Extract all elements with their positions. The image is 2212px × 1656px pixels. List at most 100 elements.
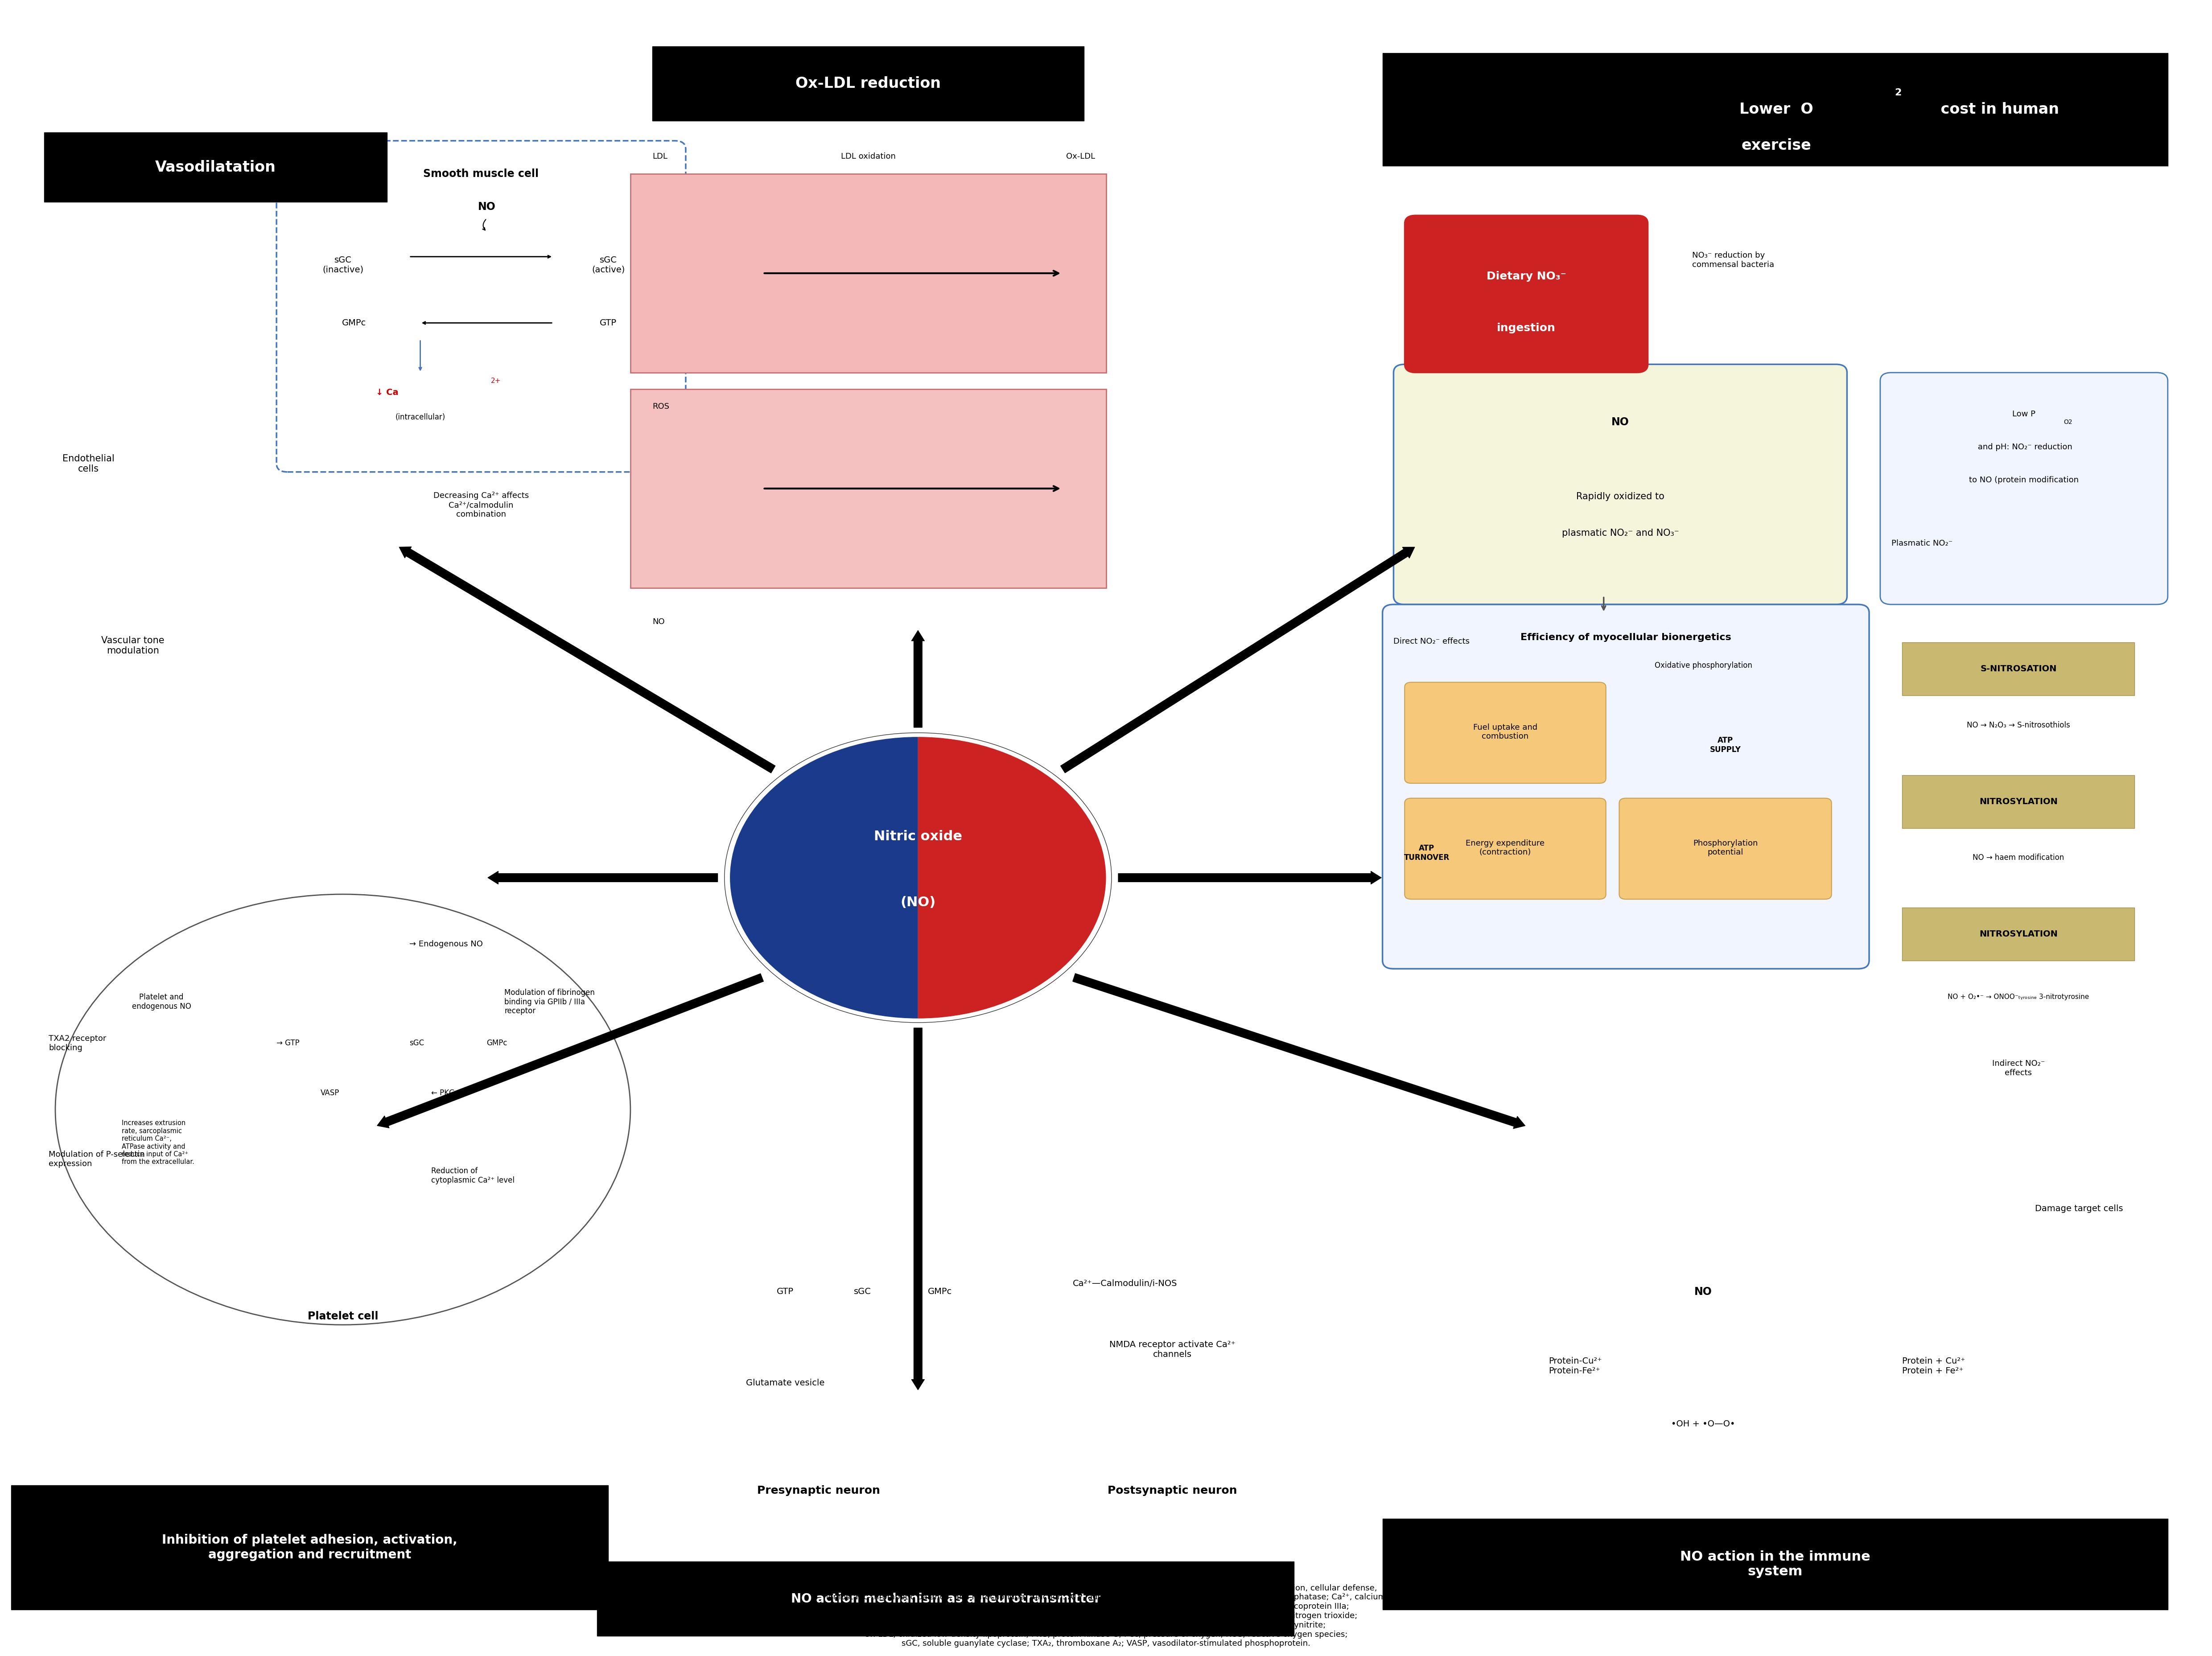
- Text: cost in human: cost in human: [1936, 103, 2059, 116]
- Text: ingestion: ingestion: [1498, 323, 1555, 333]
- FancyBboxPatch shape: [1405, 798, 1606, 899]
- Text: Dietary NO₃⁻: Dietary NO₃⁻: [1486, 272, 1566, 282]
- Wedge shape: [730, 737, 918, 1018]
- Text: TXA2 receptor
blocking: TXA2 receptor blocking: [49, 1035, 106, 1052]
- Text: ↓ Ca: ↓ Ca: [376, 388, 398, 397]
- FancyBboxPatch shape: [597, 1562, 1294, 1636]
- Text: Figure 3. Physiological role of nitric oxide in smooth muscle tissue vascular to: Figure 3. Physiological role of nitric o…: [823, 1585, 1389, 1648]
- Text: S-NITROSATION: S-NITROSATION: [1980, 664, 2057, 674]
- Text: GMPc: GMPc: [343, 318, 365, 328]
- Text: Low P: Low P: [2013, 411, 2035, 417]
- Text: 2+: 2+: [491, 378, 502, 384]
- FancyBboxPatch shape: [1394, 364, 1847, 604]
- Text: Energy expenditure
(contraction): Energy expenditure (contraction): [1467, 840, 1544, 856]
- Text: Oxidative phosphorylation: Oxidative phosphorylation: [1655, 662, 1752, 669]
- Text: and pH: NO₂⁻ reduction: and pH: NO₂⁻ reduction: [1975, 444, 2073, 450]
- Circle shape: [55, 894, 630, 1325]
- FancyBboxPatch shape: [1405, 682, 1606, 783]
- Text: ← PKG: ← PKG: [431, 1090, 456, 1096]
- Text: Platelet and
endogenous NO: Platelet and endogenous NO: [133, 994, 190, 1010]
- Text: plasmatic NO₂⁻ and NO₃⁻: plasmatic NO₂⁻ and NO₃⁻: [1562, 528, 1679, 538]
- Text: (intracellular): (intracellular): [396, 414, 445, 421]
- Text: NO action in the immune
system: NO action in the immune system: [1679, 1550, 1871, 1578]
- Text: exercise: exercise: [1741, 139, 1812, 152]
- FancyBboxPatch shape: [1382, 604, 1869, 969]
- FancyBboxPatch shape: [11, 1485, 608, 1610]
- Text: Vascular tone
modulation: Vascular tone modulation: [102, 636, 164, 656]
- Text: Protein + Cu²⁺
Protein + Fe²⁺: Protein + Cu²⁺ Protein + Fe²⁺: [1902, 1356, 1964, 1376]
- Text: Efficiency of myocellular bionergetics: Efficiency of myocellular bionergetics: [1520, 633, 1732, 643]
- Text: Phosphorylation
potential: Phosphorylation potential: [1692, 840, 1759, 856]
- Text: Fuel uptake and
combustion: Fuel uptake and combustion: [1473, 724, 1537, 740]
- Text: Direct NO₂⁻ effects: Direct NO₂⁻ effects: [1394, 638, 1469, 646]
- Text: (NO): (NO): [900, 896, 936, 909]
- Text: Decreasing Ca²⁺ affects
Ca²⁺/calmodulin
combination: Decreasing Ca²⁺ affects Ca²⁺/calmodulin …: [434, 492, 529, 518]
- Text: NO action mechanism as a neurotransmitter: NO action mechanism as a neurotransmitte…: [792, 1593, 1099, 1605]
- Text: Glutamate vesicle: Glutamate vesicle: [745, 1378, 825, 1388]
- Text: •OH + •O—O•: •OH + •O—O•: [1672, 1419, 1734, 1429]
- Text: NO₃⁻ reduction by
commensal bacteria: NO₃⁻ reduction by commensal bacteria: [1692, 252, 1774, 268]
- Text: O2: O2: [2064, 419, 2073, 426]
- Text: Increases extrusion
rate, sarcoplasmic
reticulum Ca²⁻,
ATPase activity and
reduc: Increases extrusion rate, sarcoplasmic r…: [122, 1119, 195, 1166]
- FancyBboxPatch shape: [1382, 1519, 2168, 1610]
- Text: sGC: sGC: [409, 1040, 425, 1047]
- Text: sGC
(active): sGC (active): [593, 255, 624, 275]
- Text: NO: NO: [653, 618, 666, 626]
- Text: sGC: sGC: [854, 1287, 872, 1297]
- Text: Endothelial
cells: Endothelial cells: [62, 454, 115, 474]
- Text: 2: 2: [1893, 88, 1902, 98]
- Text: sGC
(inactive): sGC (inactive): [323, 255, 363, 275]
- Text: Lower  O: Lower O: [1739, 103, 1814, 116]
- FancyBboxPatch shape: [1880, 373, 2168, 604]
- Text: Plasmatic NO₂⁻: Plasmatic NO₂⁻: [1891, 540, 1953, 546]
- Text: Smooth muscle cell: Smooth muscle cell: [422, 169, 540, 179]
- Text: Nitric oxide: Nitric oxide: [874, 830, 962, 843]
- Text: NO: NO: [478, 202, 495, 212]
- Text: NITROSYLATION: NITROSYLATION: [1980, 929, 2057, 939]
- FancyBboxPatch shape: [630, 389, 1106, 588]
- Text: ATP
SUPPLY: ATP SUPPLY: [1710, 737, 1741, 753]
- Text: NO: NO: [1610, 417, 1630, 427]
- Text: LDL oxidation: LDL oxidation: [841, 152, 896, 161]
- Text: NO → haem modification: NO → haem modification: [1973, 854, 2064, 861]
- Text: GTP: GTP: [599, 318, 617, 328]
- Text: ATP
TURNOVER: ATP TURNOVER: [1405, 845, 1449, 861]
- Text: GTP: GTP: [776, 1287, 794, 1297]
- Text: Modulation of fibrinogen
binding via GPIIb / IIIa
receptor: Modulation of fibrinogen binding via GPI…: [504, 989, 595, 1015]
- FancyBboxPatch shape: [1902, 643, 2135, 696]
- Text: Modulation of P-selectin
expression: Modulation of P-selectin expression: [49, 1151, 146, 1167]
- Text: NITROSYLATION: NITROSYLATION: [1980, 797, 2057, 806]
- FancyBboxPatch shape: [1619, 798, 1832, 899]
- Text: VASP: VASP: [321, 1090, 341, 1096]
- Text: to NO (protein modification: to NO (protein modification: [1969, 477, 2079, 484]
- Text: Damage target cells: Damage target cells: [2035, 1204, 2124, 1214]
- Text: NO + O₂•⁻ → ONOO⁻ₜᵧᵣₒₛᵢₙₑ 3-nitrotyrosine: NO + O₂•⁻ → ONOO⁻ₜᵧᵣₒₛᵢₙₑ 3-nitrotyrosin…: [1949, 994, 2088, 1000]
- Text: Reduction of
cytoplasmic Ca²⁺ level: Reduction of cytoplasmic Ca²⁺ level: [431, 1167, 515, 1184]
- Text: Vasodilatation: Vasodilatation: [155, 161, 276, 174]
- Text: GMPc: GMPc: [487, 1040, 507, 1047]
- Text: Ca²⁺—Calmodulin/i-NOS: Ca²⁺—Calmodulin/i-NOS: [1073, 1278, 1177, 1288]
- FancyBboxPatch shape: [1902, 775, 2135, 828]
- Text: LDL: LDL: [653, 152, 668, 161]
- FancyBboxPatch shape: [1382, 53, 2168, 166]
- Text: Ox-LDL reduction: Ox-LDL reduction: [796, 76, 940, 91]
- Text: Indirect NO₂⁻
effects: Indirect NO₂⁻ effects: [1993, 1060, 2044, 1076]
- Wedge shape: [918, 737, 1106, 1018]
- Text: NO → N₂O₃ → S-nitrosothiols: NO → N₂O₃ → S-nitrosothiols: [1966, 722, 2070, 729]
- FancyBboxPatch shape: [653, 46, 1084, 121]
- Text: Rapidly oxidized to: Rapidly oxidized to: [1577, 492, 1663, 502]
- Text: Protein-Cu²⁺
Protein-Fe²⁺: Protein-Cu²⁺ Protein-Fe²⁺: [1548, 1356, 1601, 1376]
- Text: Inhibition of platelet adhesion, activation,
aggregation and recruitment: Inhibition of platelet adhesion, activat…: [161, 1533, 458, 1562]
- FancyBboxPatch shape: [1902, 907, 2135, 960]
- Text: GMPc: GMPc: [929, 1287, 951, 1297]
- Text: Ox-LDL: Ox-LDL: [1066, 152, 1095, 161]
- FancyBboxPatch shape: [276, 141, 686, 472]
- FancyBboxPatch shape: [630, 174, 1106, 373]
- Text: Presynaptic neuron: Presynaptic neuron: [757, 1485, 880, 1495]
- Text: Postsynaptic neuron: Postsynaptic neuron: [1108, 1485, 1237, 1495]
- Text: Platelet cell: Platelet cell: [307, 1312, 378, 1321]
- FancyBboxPatch shape: [44, 132, 387, 202]
- FancyBboxPatch shape: [1405, 215, 1648, 373]
- Text: ROS: ROS: [653, 402, 670, 411]
- Text: NO: NO: [1694, 1287, 1712, 1297]
